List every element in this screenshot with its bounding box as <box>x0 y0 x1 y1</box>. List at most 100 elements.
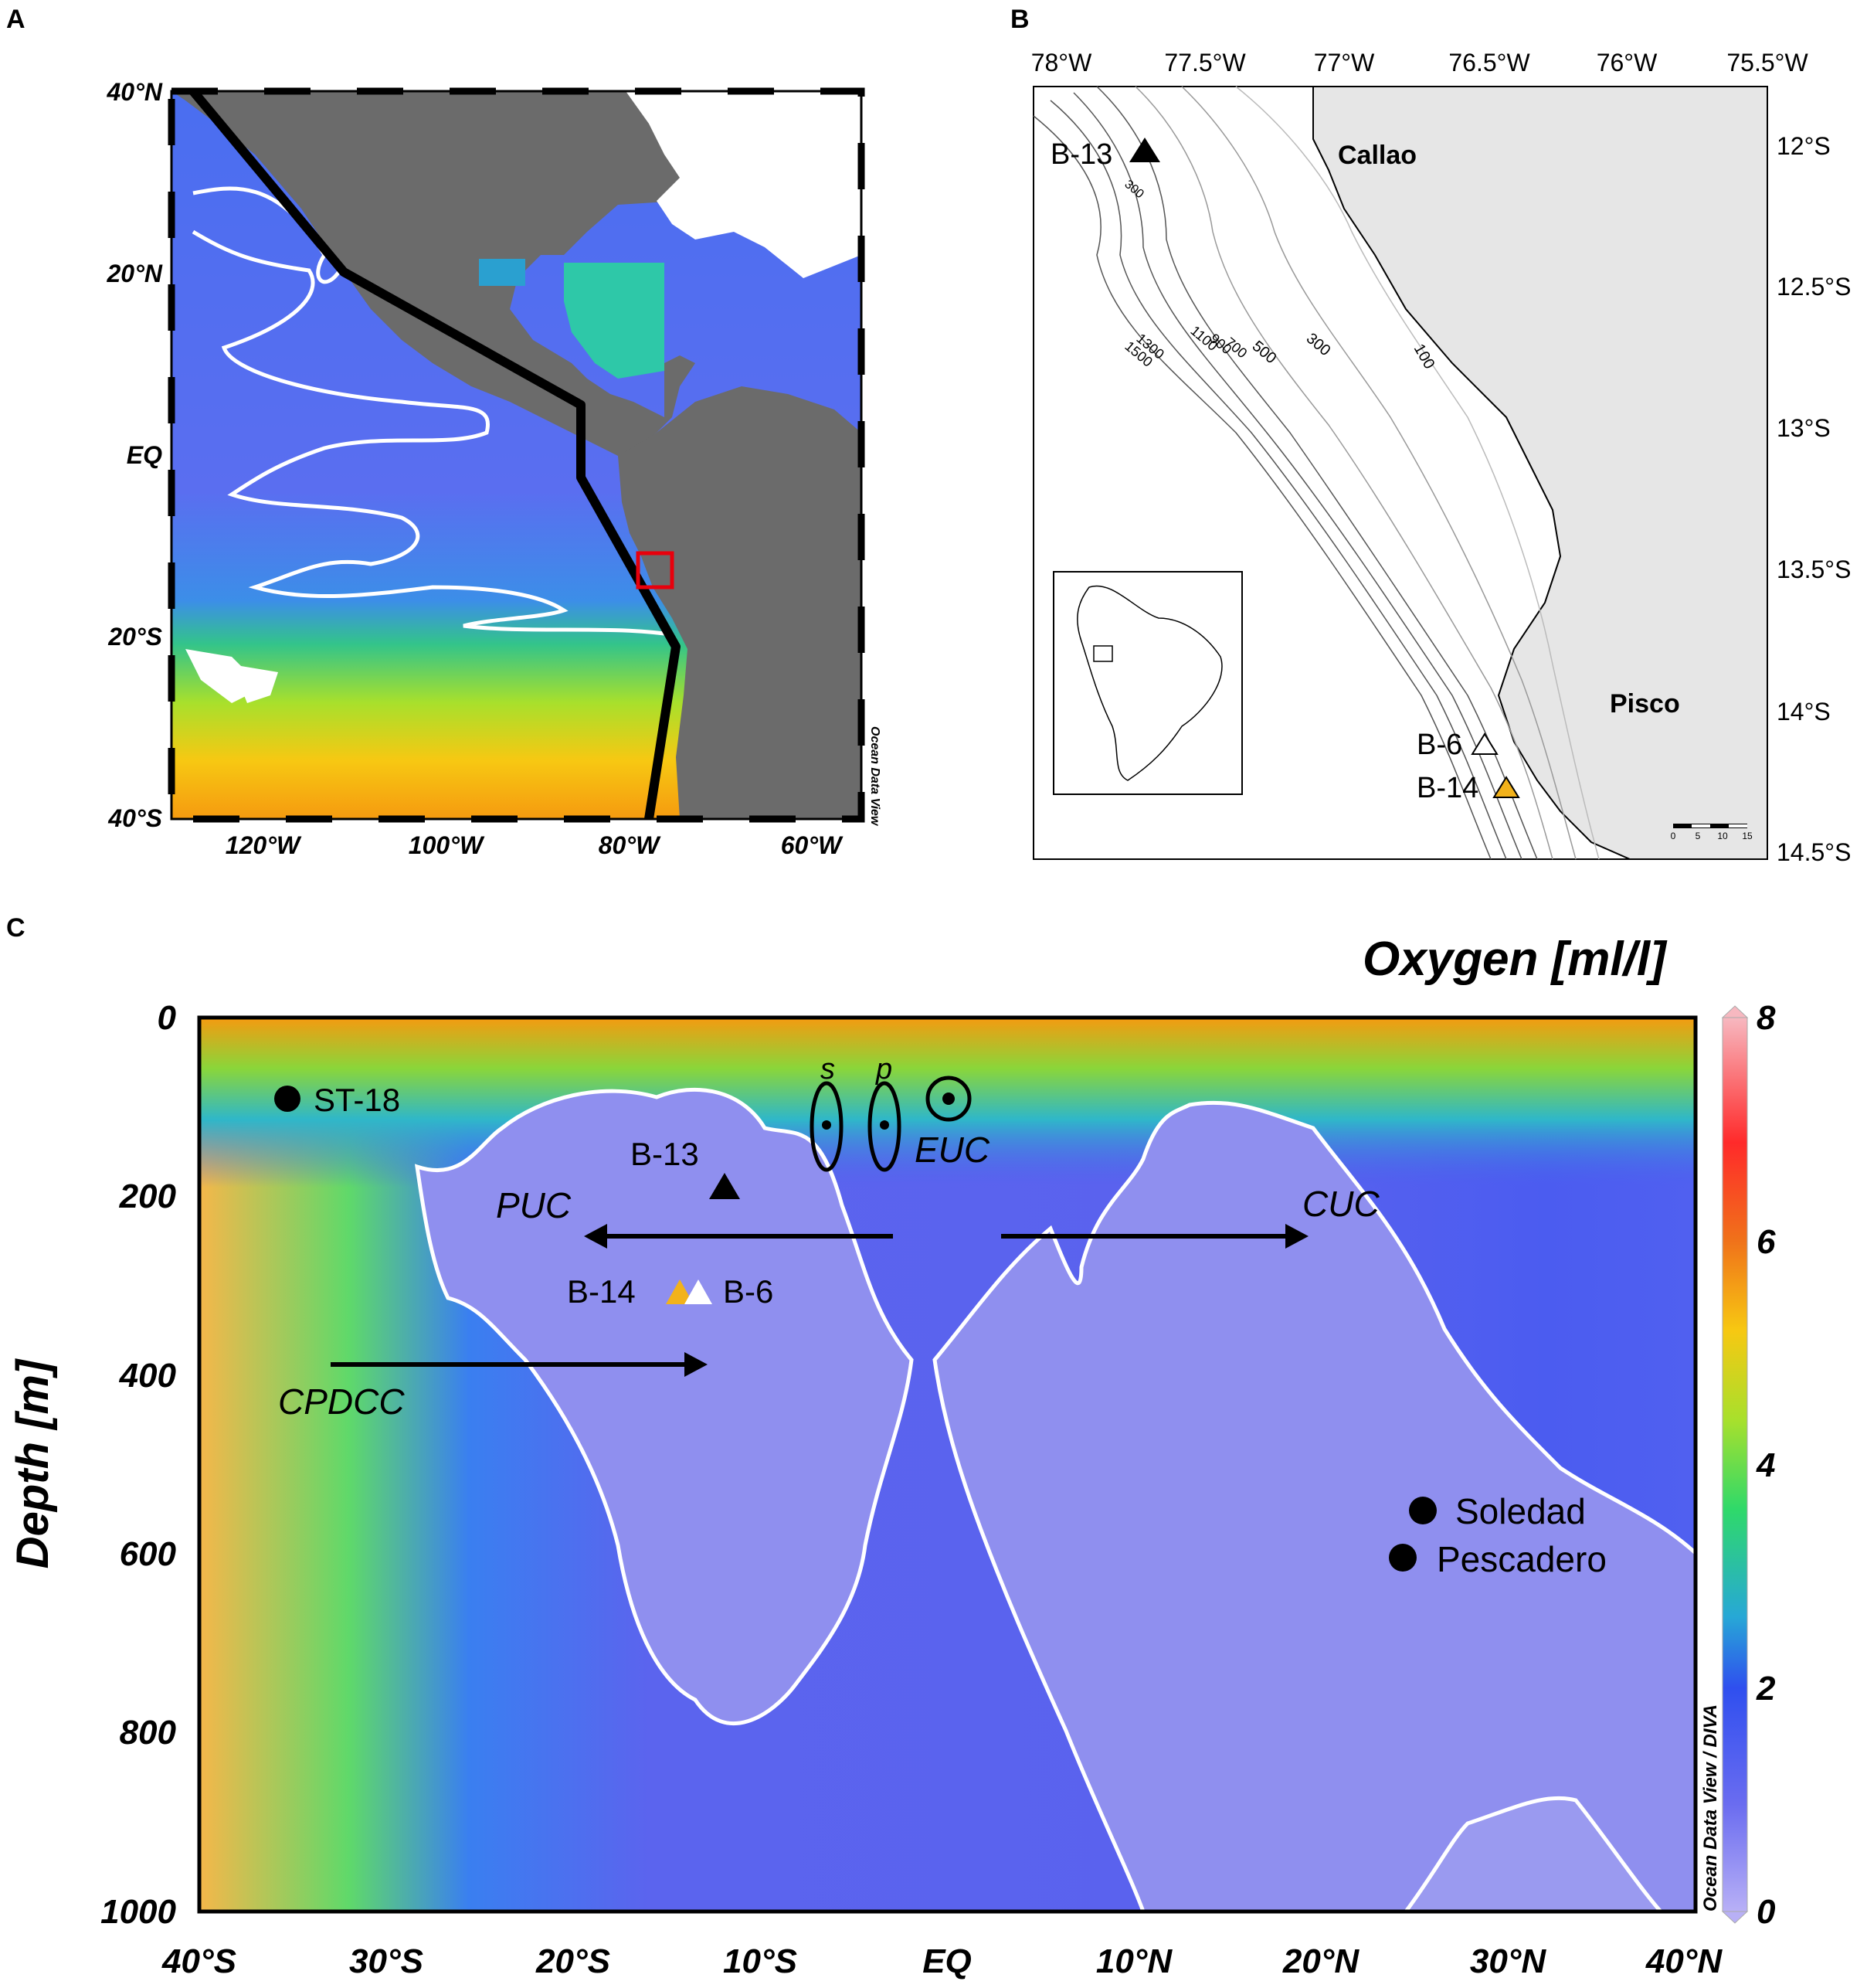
lon-label-60w: 60°W <box>781 831 844 859</box>
inset-map-frame <box>1053 571 1243 795</box>
northern-omz <box>932 1100 1696 1912</box>
x-tick-40n: 40°N <box>1645 1942 1723 1980</box>
current-euc-symbol <box>925 1076 972 1122</box>
inset-study-box <box>1093 645 1113 662</box>
y-tick-600: 600 <box>120 1535 177 1573</box>
south-america-land <box>618 386 861 819</box>
eastern-us-land <box>626 91 861 278</box>
colorbar-body <box>1722 1017 1748 1912</box>
gulf-patch <box>479 259 525 286</box>
panel-b-letter: B <box>1010 5 1030 34</box>
lat-label-12-5s: 12.5°S <box>1777 273 1851 301</box>
x-tick-20n: 20°N <box>1282 1942 1360 1980</box>
x-tick-30s: 30°S <box>349 1942 423 1980</box>
caribbean-sea <box>564 263 664 379</box>
x-tick-10n: 10°N <box>1096 1942 1173 1980</box>
puc-arrowhead <box>584 1224 607 1249</box>
lon-label-76-5w: 76.5°W <box>1448 49 1530 76</box>
x-tick-30n: 30°N <box>1470 1942 1547 1980</box>
colorbar-tick-8: 8 <box>1757 999 1776 1037</box>
station-soledad-marker <box>1409 1497 1437 1524</box>
cuc-arrowhead <box>1285 1224 1309 1249</box>
panel-a-frame-ticks <box>168 87 865 823</box>
lon-label-77-5w: 77.5°W <box>1164 49 1246 76</box>
current-arrows <box>331 1224 1309 1377</box>
station-pescadero-label: Pescadero <box>1437 1539 1607 1579</box>
peru-coast-land <box>1312 86 1768 860</box>
station-b6-label: B-6 <box>1417 729 1462 761</box>
scale-label-15: 15 <box>1742 831 1753 841</box>
station-b6-label-c: B-6 <box>723 1273 773 1310</box>
panel-b-map: B 100 300 500 700 900 1100 1300 1500 300… <box>1010 5 1851 866</box>
current-euc-dot <box>942 1093 955 1105</box>
lat-label-12s: 12°S <box>1777 132 1831 160</box>
station-b14-label-c: B-14 <box>567 1273 636 1310</box>
station-pescadero-marker <box>1389 1544 1417 1572</box>
current-p-dot <box>880 1120 889 1130</box>
station-b6-marker-c <box>684 1279 712 1304</box>
x-tick-20s: 20°S <box>535 1942 610 1980</box>
colorbar-bottom-cap <box>1721 1911 1749 1924</box>
lon-label-76w: 76°W <box>1597 49 1658 76</box>
station-st18-marker <box>274 1086 300 1112</box>
panel-a-map: A 40°N 20°N EQ 20°S 40°S 120°W <box>6 5 881 859</box>
cruise-track <box>189 88 681 820</box>
lon-label-78w: 78°W <box>1031 49 1092 76</box>
current-cuc-label: CUC <box>1302 1184 1380 1224</box>
lat-label-20n: 20°N <box>107 260 163 287</box>
lat-label-14-5s: 14.5°S <box>1777 838 1851 866</box>
lon-label-120w: 120°W <box>226 831 302 859</box>
colorbar-tick-6: 6 <box>1757 1223 1776 1261</box>
station-b13-label-c: B-13 <box>630 1136 699 1172</box>
x-tick-eq: EQ <box>922 1942 972 1980</box>
x-ticks: 40°S 30°S 20°S 10°S EQ 10°N 20°N 30°N 40… <box>161 1942 1723 1980</box>
current-p-ellipse <box>867 1081 901 1172</box>
y-tick-800: 800 <box>120 1714 177 1752</box>
southern-omz <box>414 1087 914 1726</box>
panel-a-letter: A <box>6 5 25 34</box>
scale-bar: 0 5 10 15 <box>1671 824 1753 841</box>
lon-label-100w: 100°W <box>409 831 485 859</box>
colorbar-tick-0: 0 <box>1757 1893 1776 1931</box>
current-p-label: p <box>875 1053 892 1086</box>
lat-label-14s: 14°S <box>1777 698 1831 726</box>
station-soledad-label: Soledad <box>1455 1491 1586 1531</box>
lon-label-77w: 77°W <box>1314 49 1375 76</box>
study-area-box <box>636 551 674 590</box>
scale-label-0: 0 <box>1671 831 1676 841</box>
station-st18-label: ST-18 <box>314 1082 400 1118</box>
colorbar-credit: Ocean Data View / DIVA <box>1700 1704 1721 1912</box>
y-tick-400: 400 <box>119 1357 177 1395</box>
lat-label-eq: EQ <box>127 441 162 469</box>
current-s-label: s <box>820 1053 835 1086</box>
y-tick-1000: 1000 <box>100 1893 176 1931</box>
place-callao: Callao <box>1338 141 1417 170</box>
colorbar-top-cap <box>1721 1005 1749 1018</box>
lat-label-40s: 40°S <box>107 804 162 832</box>
omz-contour-a <box>192 229 665 636</box>
current-s-ellipse <box>810 1081 844 1172</box>
deep-omz <box>1403 1796 1664 1912</box>
current-cpdcc-label: CPDCC <box>278 1381 405 1422</box>
lat-label-20s: 20°S <box>107 623 162 651</box>
scale-label-5: 5 <box>1696 831 1701 841</box>
lon-label-80w: 80°W <box>599 831 661 859</box>
bathymetry-contours <box>1033 86 1600 860</box>
panel-c-section: C Oxygen [ml/l] Depth [m] 0 200 400 600 … <box>6 913 1776 1980</box>
y-tick-0: 0 <box>158 999 177 1037</box>
lat-label-13-5s: 13.5°S <box>1777 556 1851 583</box>
panel-a-credit: Ocean Data View <box>868 726 881 827</box>
station-b13-label: B-13 <box>1051 138 1112 171</box>
missing-data-patch-2 <box>232 664 278 703</box>
x-tick-10s: 10°S <box>723 1942 797 1980</box>
station-b13-marker <box>1129 138 1160 162</box>
x-tick-40s: 40°S <box>161 1942 236 1980</box>
y-axis-title: Depth [m] <box>8 1358 58 1568</box>
panel-c-title: Oxygen [ml/l] <box>1363 933 1668 986</box>
scale-label-10: 10 <box>1717 831 1728 841</box>
lat-label-40n: 40°N <box>107 78 163 106</box>
current-euc-label: EUC <box>915 1130 990 1170</box>
current-s-dot <box>822 1120 831 1130</box>
station-b14-label: B-14 <box>1417 772 1478 804</box>
